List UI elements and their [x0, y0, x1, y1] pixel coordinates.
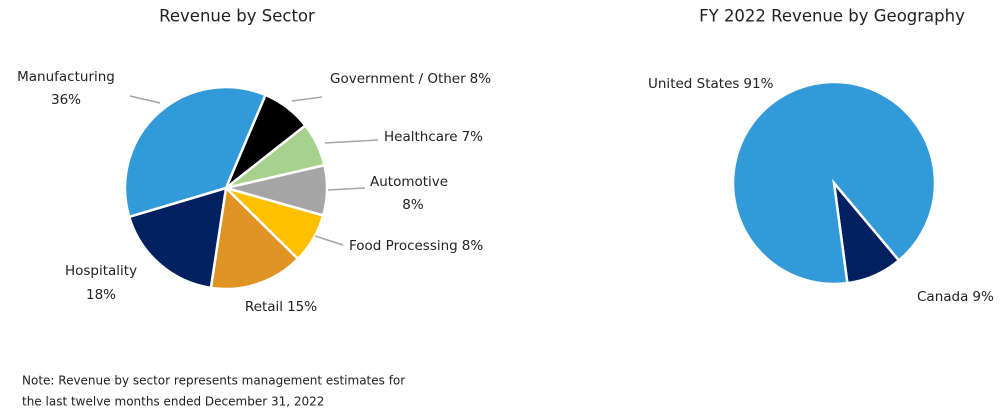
note: Note: Revenue by sector represents manag… — [22, 374, 405, 388]
slice-label: Government / Other 8% — [330, 71, 491, 87]
category-label: Government / Other — [330, 71, 466, 87]
pie-slice — [123, 85, 268, 219]
pie-slice — [209, 185, 300, 291]
slice-label: United States 91% — [648, 76, 774, 92]
leader-line — [129, 95, 161, 104]
slice-label: Canada 9% — [917, 289, 994, 305]
category-label: Healthcare — [384, 129, 458, 145]
category-label: United States — [648, 76, 739, 92]
category-label: Automotive — [370, 174, 448, 190]
chart-title: Revenue by Sector — [159, 7, 315, 26]
category-label: Food Processing — [349, 238, 458, 254]
value-label: 18% — [86, 287, 116, 303]
leader-line — [291, 96, 323, 102]
pie-slice — [127, 186, 228, 290]
value-label: 8% — [402, 197, 424, 213]
value-label: 15% — [287, 299, 317, 315]
chart-title: FY 2022 Revenue by Geography — [699, 7, 965, 26]
leader-line — [327, 187, 366, 191]
slice-label: Food Processing 8% — [349, 238, 483, 254]
category-label: Retail — [245, 299, 283, 315]
value-label: 7% — [462, 129, 484, 145]
slice-label: Retail 15% — [245, 299, 317, 315]
category-label: Canada — [917, 289, 968, 305]
category-label: Manufacturing — [17, 69, 115, 85]
category-label: Hospitality — [65, 263, 137, 279]
value-label: 8% — [470, 71, 492, 87]
value-label: 8% — [462, 238, 484, 254]
leader-line — [314, 235, 344, 246]
slice-label: Healthcare 7% — [384, 129, 483, 145]
value-label: 9% — [972, 289, 994, 305]
leader-line — [324, 139, 379, 144]
value-label: 91% — [743, 76, 773, 92]
pie-slice — [731, 80, 937, 286]
value-label: 36% — [51, 92, 81, 108]
note: the last twelve months ended December 31… — [22, 395, 324, 409]
